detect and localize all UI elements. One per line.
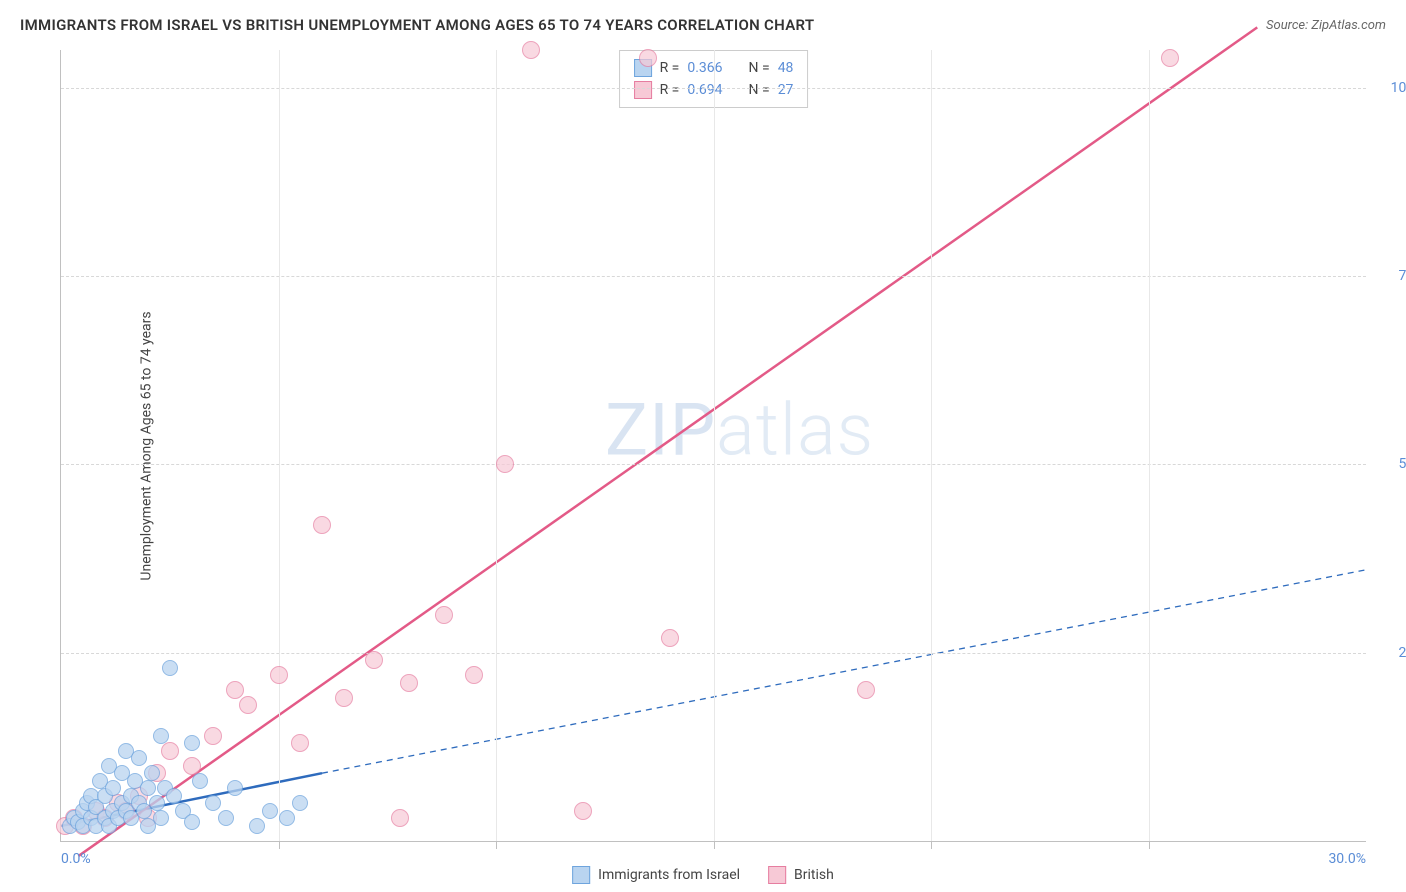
data-point	[227, 780, 243, 796]
gridline-v	[496, 50, 497, 841]
data-point	[391, 809, 409, 827]
data-point	[192, 773, 208, 789]
data-point	[335, 689, 353, 707]
data-point	[153, 810, 169, 826]
data-point	[465, 666, 483, 684]
data-point	[661, 629, 679, 647]
r-label: R =	[660, 82, 680, 98]
legend-swatch	[572, 866, 590, 884]
ytick-label: 100.0%	[1376, 80, 1406, 96]
data-point	[400, 674, 418, 692]
x-tick	[496, 841, 497, 849]
xtick-label: 0.0%	[61, 851, 91, 867]
source-attribution: Source: ZipAtlas.com	[1266, 18, 1386, 33]
data-point	[435, 606, 453, 624]
data-point	[1161, 49, 1179, 67]
swatch-pink	[634, 81, 652, 99]
gridline-v	[931, 50, 932, 841]
data-point	[857, 681, 875, 699]
x-tick	[714, 841, 715, 849]
data-point	[574, 802, 592, 820]
data-point	[162, 660, 178, 676]
data-point	[292, 795, 308, 811]
data-point	[291, 734, 309, 752]
legend-swatch	[768, 866, 786, 884]
data-point	[313, 516, 331, 534]
data-point	[218, 810, 234, 826]
data-point	[204, 727, 222, 745]
n-label: N =	[749, 60, 770, 76]
data-point	[279, 810, 295, 826]
data-point	[239, 696, 257, 714]
legend-item: British	[768, 866, 834, 884]
r-label: R =	[660, 60, 680, 76]
data-point	[144, 765, 160, 781]
x-tick	[279, 841, 280, 849]
data-point	[496, 455, 514, 473]
ytick-label: 25.0%	[1376, 645, 1406, 661]
legend-label: British	[794, 867, 834, 883]
ytick-label: 50.0%	[1376, 456, 1406, 472]
r-value-blue: 0.366	[687, 60, 722, 76]
x-tick	[1149, 841, 1150, 849]
gridline-v	[1149, 50, 1150, 841]
x-tick	[931, 841, 932, 849]
legend-item: Immigrants from Israel	[572, 866, 740, 884]
data-point	[522, 41, 540, 59]
n-value-blue: 48	[778, 60, 794, 76]
data-point	[639, 49, 657, 67]
chart-title: IMMIGRANTS FROM ISRAEL VS BRITISH UNEMPL…	[20, 16, 814, 34]
ytick-label: 75.0%	[1376, 268, 1406, 284]
data-point	[161, 742, 179, 760]
data-point	[153, 728, 169, 744]
gridline-v	[714, 50, 715, 841]
data-point	[131, 750, 147, 766]
gridline-v	[279, 50, 280, 841]
scatter-plot-area: ZIPatlas R = 0.366 N = 48 R = 0.694 N = …	[60, 50, 1366, 842]
data-point	[205, 795, 221, 811]
data-point	[166, 788, 182, 804]
xtick-label: 30.0%	[1328, 851, 1366, 867]
n-value-pink: 27	[778, 82, 794, 98]
data-point	[365, 651, 383, 669]
legend-label: Immigrants from Israel	[598, 867, 740, 883]
data-point	[184, 735, 200, 751]
bottom-legend: Immigrants from Israel British	[572, 866, 834, 884]
data-point	[140, 780, 156, 796]
data-point	[226, 681, 244, 699]
n-label: N =	[749, 82, 770, 98]
r-value-pink: 0.694	[687, 82, 722, 98]
data-point	[249, 818, 265, 834]
data-point	[270, 666, 288, 684]
data-point	[149, 795, 165, 811]
data-point	[105, 780, 121, 796]
data-point	[184, 814, 200, 830]
data-point	[262, 803, 278, 819]
